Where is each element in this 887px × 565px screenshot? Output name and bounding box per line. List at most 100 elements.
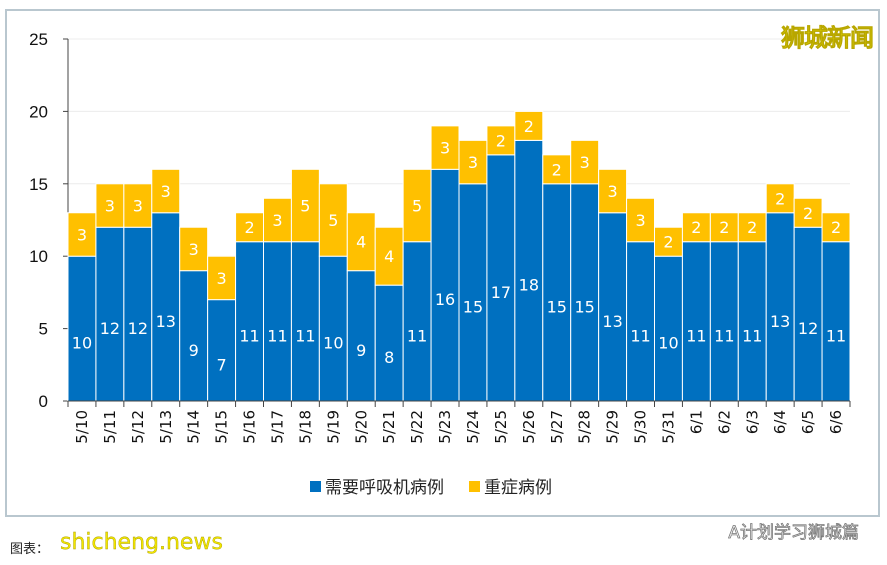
bar-segment bbox=[514, 110, 544, 141]
bar-segment bbox=[374, 284, 404, 402]
data-label: 2 bbox=[803, 204, 813, 223]
data-label: 3 bbox=[440, 139, 450, 158]
x-tick-label: 5/28 bbox=[576, 410, 594, 444]
bar-segment bbox=[402, 241, 432, 402]
bar-segment bbox=[542, 183, 572, 402]
bar-segment bbox=[207, 299, 237, 402]
data-label: 17 bbox=[491, 283, 511, 302]
data-label: 4 bbox=[356, 233, 366, 252]
data-label: 13 bbox=[770, 312, 790, 331]
bar-segment bbox=[570, 139, 600, 185]
y-tick-label: 10 bbox=[29, 247, 48, 266]
x-tick-label: 5/19 bbox=[324, 410, 342, 444]
data-label: 2 bbox=[524, 117, 534, 136]
x-tick-label: 6/1 bbox=[687, 410, 705, 434]
bar-segment bbox=[235, 212, 264, 243]
data-label: 12 bbox=[798, 319, 818, 338]
data-label: 10 bbox=[323, 334, 343, 353]
bar-segment bbox=[235, 241, 264, 402]
data-label: 15 bbox=[463, 297, 483, 316]
data-label: 15 bbox=[574, 297, 594, 316]
data-label: 3 bbox=[635, 211, 645, 230]
bar-segment bbox=[486, 154, 516, 402]
data-label: 5 bbox=[328, 211, 338, 230]
data-label: 3 bbox=[608, 182, 618, 201]
data-label: 10 bbox=[658, 334, 678, 353]
data-label: 16 bbox=[435, 290, 455, 309]
x-tick-label: 5/11 bbox=[101, 410, 119, 444]
x-tick-label: 6/6 bbox=[827, 410, 845, 434]
data-label: 12 bbox=[128, 319, 148, 338]
source-caption: 图表： bbox=[10, 542, 50, 557]
data-label: 2 bbox=[747, 218, 757, 237]
bar-segment bbox=[318, 255, 348, 402]
data-label: 2 bbox=[831, 218, 841, 237]
data-label: 15 bbox=[547, 297, 567, 316]
data-label: 3 bbox=[189, 240, 199, 259]
x-tick-label: 5/23 bbox=[436, 410, 454, 444]
bar-segment bbox=[151, 212, 181, 402]
y-tick-label: 0 bbox=[39, 392, 48, 411]
data-label: 3 bbox=[77, 225, 87, 244]
data-label: 11 bbox=[267, 326, 287, 345]
bar-segment bbox=[626, 241, 655, 402]
bar-segment bbox=[654, 255, 683, 402]
bar-segment bbox=[263, 197, 292, 243]
bar-segment bbox=[430, 168, 460, 402]
bar-segment bbox=[346, 212, 376, 272]
x-tick-label: 5/24 bbox=[464, 410, 482, 444]
bar-segment bbox=[654, 226, 683, 257]
legend-swatch bbox=[469, 481, 480, 492]
x-tick-label: 5/22 bbox=[408, 410, 426, 444]
data-label: 3 bbox=[133, 197, 143, 216]
data-label: 7 bbox=[217, 355, 227, 374]
data-label: 11 bbox=[630, 326, 650, 345]
bar-segment bbox=[263, 241, 292, 402]
data-label: 11 bbox=[826, 326, 846, 345]
data-label: 4 bbox=[384, 247, 394, 266]
data-label: 11 bbox=[742, 326, 762, 345]
x-tick-label: 5/16 bbox=[241, 410, 259, 444]
data-label: 11 bbox=[239, 326, 259, 345]
y-tick-label: 20 bbox=[29, 102, 48, 121]
legend-label: 重症病例 bbox=[484, 478, 552, 498]
bar-segment bbox=[207, 255, 237, 301]
data-label: 2 bbox=[663, 233, 673, 252]
data-label: 2 bbox=[496, 131, 506, 150]
data-label: 13 bbox=[156, 312, 176, 331]
bar-segment bbox=[598, 212, 628, 402]
x-tick-label: 5/15 bbox=[213, 410, 231, 444]
data-label: 2 bbox=[775, 189, 785, 208]
x-tick-label: 6/3 bbox=[743, 410, 761, 434]
bar-segment bbox=[681, 212, 711, 243]
data-label: 11 bbox=[407, 326, 427, 345]
x-tick-label: 5/31 bbox=[659, 410, 677, 444]
bar-segment bbox=[151, 168, 181, 214]
data-label: 2 bbox=[552, 160, 562, 179]
y-tick-label: 5 bbox=[39, 320, 48, 339]
bar-segment bbox=[374, 226, 404, 286]
bar-segment bbox=[95, 226, 125, 402]
bar-segment bbox=[486, 125, 516, 156]
bar-segment bbox=[402, 168, 432, 243]
data-label: 9 bbox=[189, 341, 199, 360]
bar-segment bbox=[458, 183, 488, 402]
legend-label: 需要呼吸机病例 bbox=[325, 478, 444, 498]
x-tick-label: 5/27 bbox=[548, 410, 566, 444]
bar-segment bbox=[67, 212, 97, 257]
data-label: 11 bbox=[714, 326, 734, 345]
data-label: 11 bbox=[686, 326, 706, 345]
bar-segment bbox=[709, 241, 739, 402]
bar-segment bbox=[626, 197, 655, 243]
data-label: 8 bbox=[384, 348, 394, 367]
data-label: 3 bbox=[105, 197, 115, 216]
legend-swatch bbox=[310, 481, 321, 492]
data-label: 5 bbox=[300, 197, 310, 216]
x-tick-label: 5/14 bbox=[185, 410, 203, 444]
bar-segment bbox=[179, 270, 209, 402]
watermark-logo: 狮城新闻 bbox=[781, 24, 875, 53]
bar-segment bbox=[821, 212, 851, 243]
data-label: 3 bbox=[217, 269, 227, 288]
bar-segment bbox=[67, 255, 97, 402]
